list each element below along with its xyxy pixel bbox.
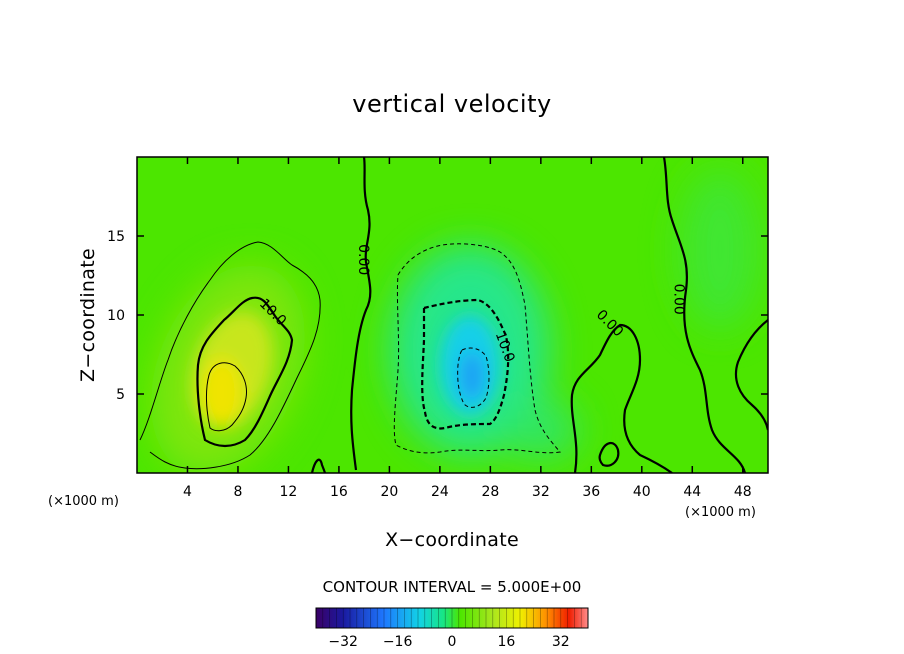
x-tick-label: 12 [280,484,298,500]
colorbar-segments [315,608,589,628]
downdraft-core-blob [460,352,484,400]
x-tick-label: 28 [481,484,499,500]
contour-label: 0.00 [355,244,371,275]
x-unit-label: (×1000 m) [685,505,756,520]
contour-zero-mid [570,323,673,473]
x-tick-label: 36 [582,484,600,500]
x-tick-label: 4 [183,484,192,500]
x-tick-label: 48 [734,484,752,500]
x-tick-label: 16 [330,484,348,500]
y-axis-label: Z−coordinate [77,248,99,382]
x-tick-label: 8 [233,484,242,500]
x-tick-label: 44 [683,484,701,500]
downdraft-tail-blob [500,400,580,460]
colorbar-tick-label: −16 [383,634,413,650]
contour-down-5 [393,243,561,454]
colorbar-tick-label: 16 [497,634,515,650]
x-axis-label: X−coordinate [385,529,519,551]
y-tick-label: 15 [107,229,125,245]
contour-zero-bottom [310,458,327,473]
contour-lines [139,157,768,473]
heatmap-field [137,157,768,473]
chart-title: vertical velocity [352,90,551,118]
z-unit-label: (×1000 m) [48,494,119,509]
contour-down-10 [421,298,510,430]
colorbar-tick-label: −32 [328,634,358,650]
contour-updraft-5 [139,241,321,470]
y-axis: 5 10 15 [107,229,768,403]
contour-updraft-15 [206,362,247,432]
contour-label-text: 0.00 [671,284,687,315]
contour-zero-loop [598,442,620,467]
colorbar-ticks: −32 −16 0 16 32 [328,634,569,650]
x-tick-label: 20 [380,484,398,500]
x-axis: 4 8 12 16 20 24 28 32 36 40 44 48 [183,157,752,500]
contour-label: 0.00 [671,284,687,315]
x-tick-label: 32 [532,484,550,500]
contour-down-15 [457,347,490,408]
contour-zero-right [662,157,747,473]
contour-zero-left [350,157,372,471]
y-tick-label: 10 [107,308,125,324]
x-tick-label: 40 [633,484,651,500]
contour-interval-note: CONTOUR INTERVAL = 5.000E+00 [323,578,582,596]
x-tick-label: 24 [431,484,449,500]
contour-label-text: 0.00 [355,244,371,275]
updraft-core-blob [202,358,242,426]
colorbar-tick-label: 0 [448,634,457,650]
contour-zero-edge [734,319,768,431]
colorbar-gradient [315,607,589,629]
contour-updraft-10 [196,296,294,448]
colorbar-tick-label: 32 [552,634,570,650]
y-tick-label: 5 [116,387,125,403]
right-weak-blob [680,170,760,330]
colorbar: −32 −16 0 16 32 [315,607,589,650]
